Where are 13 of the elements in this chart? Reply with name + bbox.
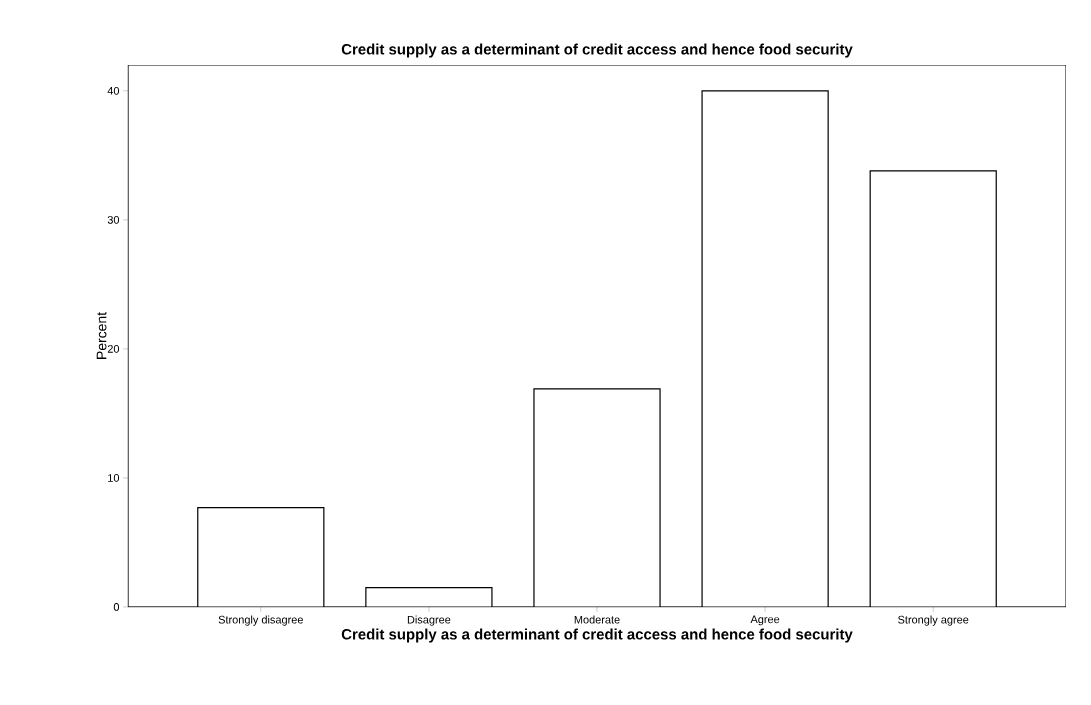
y-tick-label: 0	[113, 603, 120, 611]
y-axis-title: Percent	[96, 312, 107, 359]
x-tick-label: Disagree	[407, 615, 451, 626]
y-tick-label: 10	[108, 474, 120, 482]
x-tick-label: Moderate	[574, 615, 620, 624]
y-tick-label: 30	[107, 215, 120, 224]
y-tick-label: 40	[107, 86, 120, 95]
x-tick-label: Strongly agree	[898, 615, 969, 626]
chart-title: Credit supply as a determinant of credit access and hence food security	[341, 43, 853, 58]
x-tick-label: Strongly disagree	[218, 615, 303, 626]
y-tick-label: 20	[107, 345, 120, 353]
x-tick-label: Agree	[750, 615, 780, 626]
x-axis-title: Credit supply as a determinant of credit access and hence food security	[341, 628, 853, 643]
